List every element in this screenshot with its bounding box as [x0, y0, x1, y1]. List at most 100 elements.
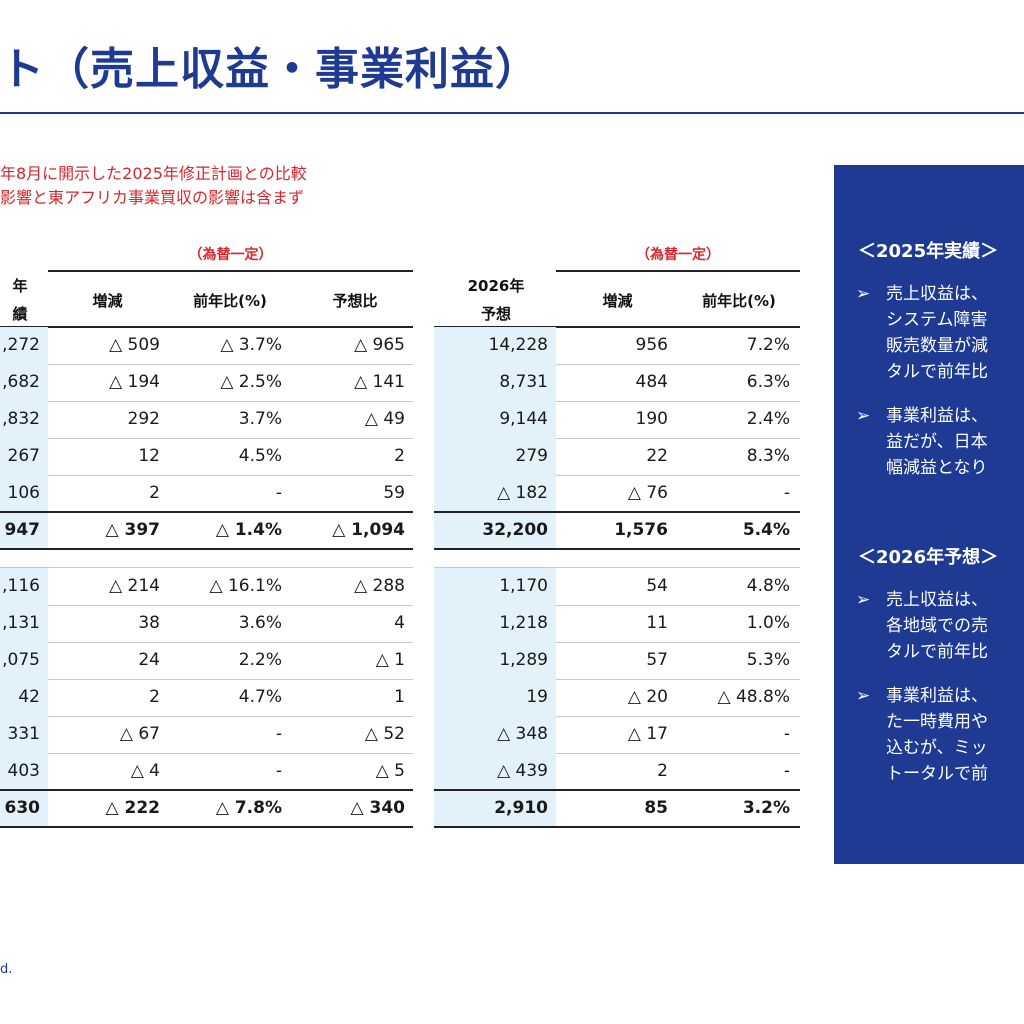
total-rule	[434, 826, 800, 828]
row-separator	[434, 679, 800, 680]
table-cell: -	[783, 724, 790, 744]
footer-text: d.	[0, 962, 13, 977]
total-top-rule	[0, 789, 413, 791]
row-separator	[0, 753, 413, 754]
table-row: ,075 24 2.2% △ 1 1,289 57 5.3%	[0, 642, 1024, 679]
table-cell: 7.2%	[746, 335, 790, 355]
total-rule	[434, 548, 800, 550]
bullet-arrow-icon: ➢	[856, 284, 871, 304]
table-cell: △ 7.8%	[215, 798, 282, 818]
right-header-rule	[556, 270, 800, 272]
table-cell: 57	[646, 650, 668, 670]
left-constant-currency-label: （為替一定）	[188, 247, 273, 263]
table-cell: △ 340	[350, 798, 405, 818]
total-top-rule	[434, 789, 800, 791]
highlight-cell	[434, 364, 556, 401]
row-separator	[434, 753, 800, 754]
table-cell: 85	[644, 798, 668, 818]
highlight-cell	[0, 512, 48, 549]
highlight-cell	[434, 401, 556, 438]
table-cell: △ 48.8%	[717, 687, 790, 707]
block-top-rule	[434, 567, 800, 568]
panel-line: 各地域での売	[886, 616, 988, 636]
table-cell: △ 214	[109, 576, 160, 596]
table-row: 331 △ 67 - △ 52 △ 348 △ 17 -	[0, 716, 1024, 753]
table-cell: ,075	[2, 650, 40, 670]
table-cell: △ 1.4%	[215, 520, 282, 540]
table-cell: 1.0%	[746, 613, 790, 633]
commentary-panel: ＜2025年実績＞ ➢ 売上収益は、 システム障害 販売数量が減 タルで前年比 ➢…	[834, 165, 1024, 864]
row-separator	[0, 679, 413, 680]
panel-line: システム障害	[886, 310, 988, 330]
table-cell: △ 509	[109, 335, 160, 355]
table-cell: 12	[138, 446, 160, 466]
row-separator	[0, 475, 413, 476]
row-separator	[434, 475, 800, 476]
row-separator	[434, 716, 800, 717]
table-cell: 630	[4, 798, 41, 818]
panel-line: トータルで前	[886, 764, 988, 784]
row-separator	[0, 642, 413, 643]
row-separator	[0, 364, 413, 365]
row-separator	[0, 716, 413, 717]
table-cell: △ 20	[627, 687, 668, 707]
table-cell: ,272	[2, 335, 40, 355]
table-cell: 4.8%	[746, 576, 790, 596]
left-header-bottom-rule	[0, 326, 413, 328]
left-col-actual-header-line2: 績	[12, 305, 28, 323]
highlight-cell	[434, 475, 556, 512]
total-rule	[0, 548, 413, 550]
row-separator	[434, 364, 800, 365]
highlight-cell	[434, 679, 556, 716]
table-cell: 3.6%	[238, 613, 282, 633]
table-cell: 267	[7, 446, 40, 466]
row-separator	[0, 605, 413, 606]
table-cell: 1,170	[499, 576, 548, 596]
highlight-cell	[434, 642, 556, 679]
table-cell: 2	[149, 687, 160, 707]
table-cell: 2.2%	[238, 650, 282, 670]
highlight-cell	[0, 327, 48, 364]
table-cell: △ 1,094	[332, 520, 405, 540]
table-cell: 106	[7, 483, 40, 503]
table-cell: 331	[7, 724, 40, 744]
exclusion-note: 影響と東アフリカ事業買収の影響は含まず	[0, 188, 305, 207]
table-cell: △ 3.7%	[220, 335, 282, 355]
panel-bullet-2025-revenue: ➢ 売上収益は、 システム障害 販売数量が減 タルで前年比	[856, 281, 988, 385]
row-separator	[434, 401, 800, 402]
table-cell: 3.2%	[742, 798, 790, 818]
table-cell: 1,576	[614, 520, 668, 540]
table-cell: -	[275, 724, 282, 744]
left-col-vs-forecast-header: 予想比	[332, 292, 378, 310]
table-cell: 4.7%	[238, 687, 282, 707]
table-total-row: 947 △ 397 △ 1.4% △ 1,094 32,200 1,576 5.4%	[0, 512, 1024, 549]
table-cell: 403	[7, 761, 40, 781]
table-row: 403 △ 4 - △ 5 △ 439 2 -	[0, 753, 1024, 790]
table-row: ,272 △ 509 △ 3.7% △ 965 14,228 956 7.2%	[0, 327, 1024, 364]
table-cell: -	[275, 761, 282, 781]
row-separator	[0, 401, 413, 402]
table-cell: 32,200	[482, 520, 548, 540]
bullet-arrow-icon: ➢	[856, 590, 871, 610]
table-cell: 54	[646, 576, 668, 596]
table-cell: 42	[18, 687, 40, 707]
panel-line: 売上収益は、	[886, 590, 988, 610]
table-cell: △ 965	[354, 335, 405, 355]
highlight-cell	[0, 679, 48, 716]
table-cell: 190	[635, 409, 668, 429]
table-cell: 956	[635, 335, 668, 355]
table-cell: 1,289	[499, 650, 548, 670]
table-cell: 8.3%	[746, 446, 790, 466]
table-row: 106 2 - 59 △ 182 △ 76 -	[0, 475, 1024, 512]
bullet-arrow-icon: ➢	[856, 686, 871, 706]
highlight-cell	[0, 401, 48, 438]
table-row: ,116 △ 214 △ 16.1% △ 288 1,170 54 4.8%	[0, 568, 1024, 605]
table-total-row: 630 △ 222 △ 7.8% △ 340 2,910 85 3.2%	[0, 790, 1024, 827]
table-cell: △ 397	[105, 520, 160, 540]
left-col-actual-header: 年 績	[0, 272, 40, 328]
table-cell: 3.7%	[238, 409, 282, 429]
table-cell: △ 348	[497, 724, 548, 744]
panel-line: タルで前年比	[886, 362, 988, 382]
highlight-cell	[434, 512, 556, 549]
bullet-arrow-icon: ➢	[856, 406, 871, 426]
